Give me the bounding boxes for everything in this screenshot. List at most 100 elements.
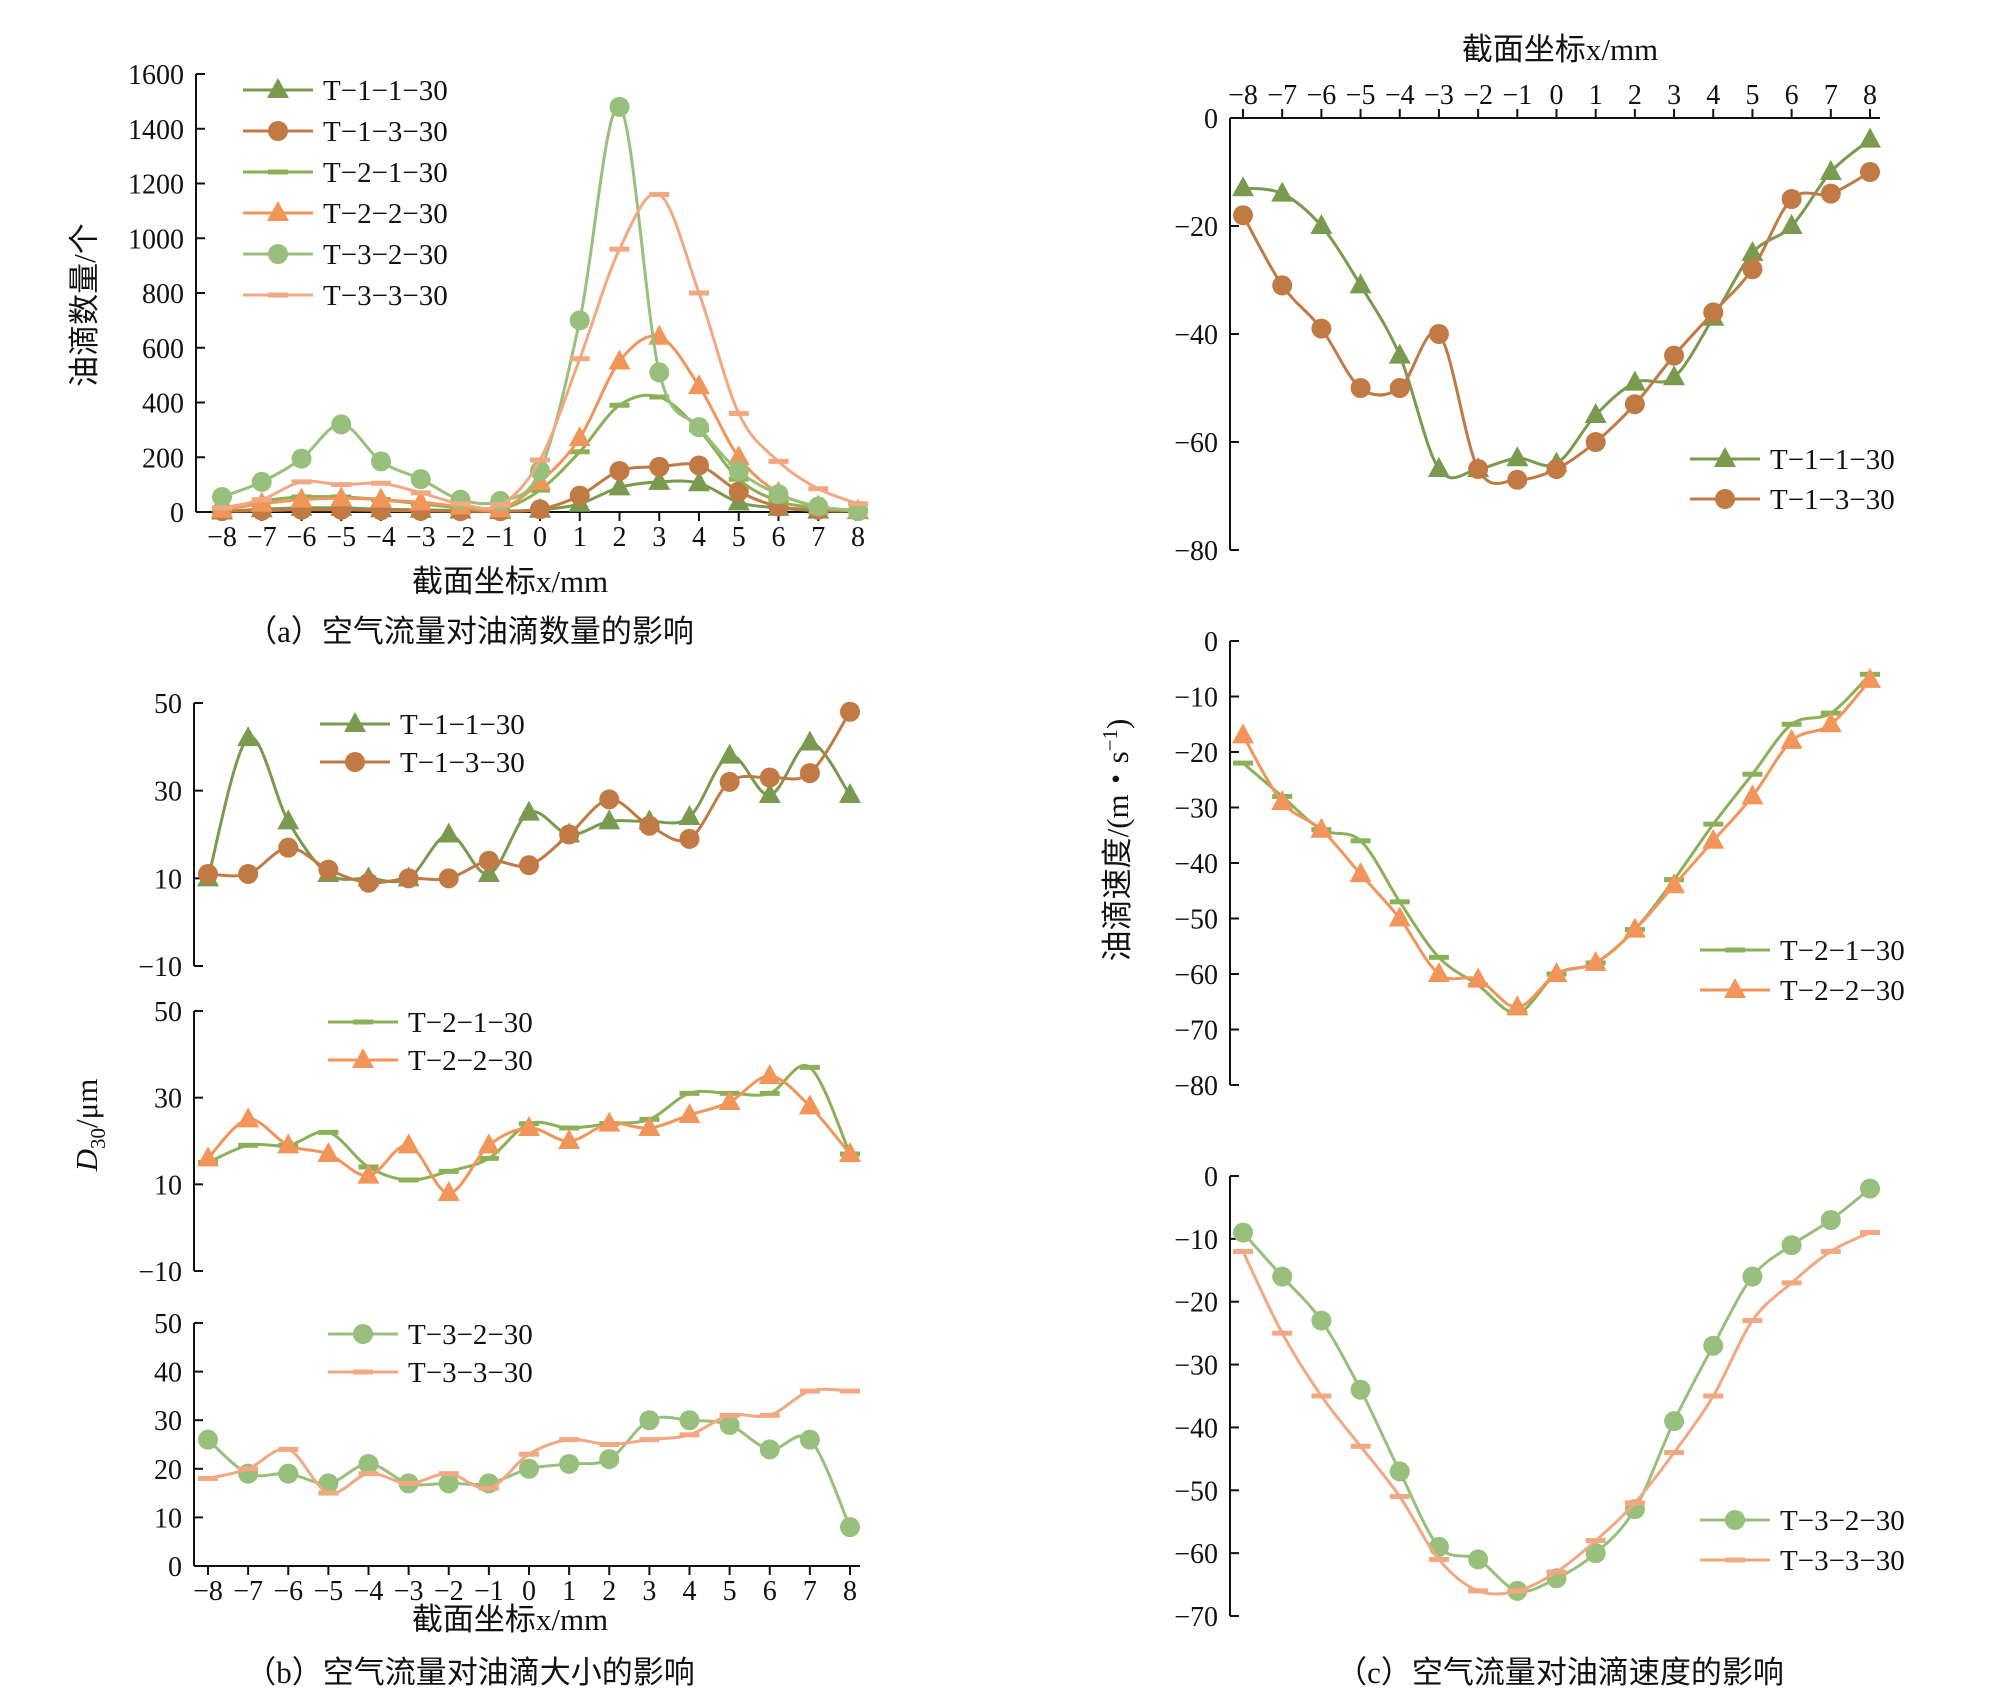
chart-b-panel-1-series-t-1-3-30-point	[599, 789, 620, 810]
chart-c-panel-2-series-t-2-2-30-point	[1232, 723, 1254, 744]
chart-c-panel-3-series-t-3-2-30-point	[1350, 1379, 1371, 1400]
chart-c-panel-2-series-t-2-2-30-point	[1623, 917, 1646, 938]
chart-a-x-tick-label: 0	[533, 522, 547, 553]
chart-c-panel-2-series-t-2-1-30-point	[1781, 721, 1802, 727]
chart-a-series-t-3-3-30-point	[728, 410, 749, 416]
chart-b-panel-3-series-t-3-3-30-point	[639, 1437, 660, 1443]
chart-b-panel-2-legend-item: T−2−1−30	[328, 1007, 533, 1039]
chart-a-legend-item: T−1−3−30	[243, 116, 448, 148]
chart-c-panel-3-series-t-3-3-30-point	[1507, 1588, 1528, 1594]
chart-c-panel-2-legend-item: T−2−1−30	[1700, 935, 1905, 967]
chart-b-panel-2-series-t-2-2-30-point	[758, 1064, 781, 1084]
chart-c-panel-1-series-t-1-1-30-point	[1663, 365, 1686, 386]
chart-a-legend-item: T−1−1−30	[243, 75, 448, 107]
chart-c-panel-2-series-t-2-2-30-point	[1584, 950, 1607, 971]
chart-b-panel-3-series-t-3-3-30-point	[278, 1446, 299, 1452]
chart-c-panel-1-x-tick-label: −6	[1306, 80, 1336, 111]
chart-a-series-t-2-1-30-point	[649, 394, 670, 400]
chart-b-panel-1-series-t-1-3-30-point	[759, 767, 780, 788]
chart-b-panel-2-series-t-2-2-30-point	[397, 1133, 420, 1154]
chart-c-panel-2-y-tick-label: −70	[1174, 1016, 1218, 1047]
chart-c-panel-1-series-t-1-3-30-point	[1781, 189, 1802, 209]
chart-b-panel-3-y-tick-label: 10	[154, 1503, 182, 1534]
chart-b-panel-3-x-tick-label: −1	[474, 1576, 504, 1607]
chart-c-panel-3-legend-item: T−3−3−30	[1700, 1545, 1905, 1577]
chart-a-series-t-3-2-30-point	[649, 362, 670, 383]
chart-a-x-tick-label: −2	[446, 522, 476, 553]
chart-c-panel-1-x-tick-label: 2	[1628, 80, 1642, 111]
chart-c-panel-1-series-t-1-1-30-point	[1623, 370, 1646, 391]
chart-b-panel-2-y-tick-label: −10	[138, 1257, 182, 1288]
chart-c-panel-1-series-t-1-3-30-point	[1546, 459, 1567, 479]
chart-c-ylabel: 油滴速度/(m・s−1)	[1098, 719, 1135, 962]
chart-b-panel-3-series-t-3-2-30-point	[799, 1429, 820, 1450]
chart-c-panel-1-series-t-1-3-30-point	[1585, 432, 1606, 452]
chart-b-panel-1-series-t-1-1-30-point	[437, 822, 460, 843]
chart-b-panel-2-legend-marker	[352, 1048, 374, 1068]
chart-c-panel-2-series-t-2-2-30-point	[1271, 789, 1294, 810]
chart-c-panel-2-series-t-2-2-30-point	[1663, 873, 1686, 894]
chart-b-panel-3-x-tick-label: −6	[273, 1576, 303, 1607]
chart-a-series-t-2-2-30-point	[608, 349, 631, 370]
chart-b-panel-1-series-t-1-3-30-point	[679, 828, 700, 849]
chart-c-panel-1-series-t-1-3-30-point	[1860, 162, 1880, 182]
chart-c-panel-2-series-t-2-2-30-point	[1506, 995, 1529, 1016]
chart-c-panel-3-series-t-3-2-30-point	[1389, 1461, 1410, 1482]
chart-b-panel-3-series-t-3-3-30-point	[238, 1466, 259, 1472]
chart-c-panel-2-y-tick-label: −20	[1174, 738, 1218, 769]
chart-c-caption: （c）空气流量对油滴速度的影响	[1336, 1655, 1784, 1690]
chart-b-panel-3-series-t-3-3-30-point	[398, 1480, 419, 1486]
chart-a-series-t-2-2-30-point	[330, 486, 353, 507]
chart-c-panel-3-series-t-3-2-30-line	[1241, 1187, 1871, 1594]
chart-b-panel-3-series-t-3-2-30-point	[840, 1517, 860, 1538]
chart-b-panel-3-series-t-3-2-30-point	[519, 1458, 539, 1479]
chart-a-series-t-2-2-30-point	[727, 445, 750, 466]
chart-b-panel-1-series-t-1-1-30-point	[718, 743, 741, 764]
chart-c-panel-1-legend-item: T−1−3−30	[1690, 484, 1895, 516]
chart-a-series-t-3-3-30-point	[768, 458, 789, 464]
chart-c-panel-1-x-tick-label: −8	[1228, 80, 1258, 111]
chart-b-panel-2-series-t-2-2-30-point	[718, 1090, 741, 1110]
chart-c-panel-1-x-tick-label: 8	[1863, 80, 1877, 111]
chart-b-panel-1-series-t-1-3-30-point	[519, 855, 539, 876]
chart-a-legend-marker	[268, 169, 288, 175]
chart-b-xlabel: 截面坐标x/mm	[412, 1602, 608, 1637]
chart-a-x-tick-label: −4	[366, 522, 396, 553]
chart-a-series-t-3-2-30-point	[410, 469, 431, 490]
chart-c-panel-3-y-tick-label: −10	[1174, 1225, 1218, 1256]
chart-c-panel-1-legend-label: T−1−1−30	[1770, 444, 1895, 476]
chart-c-panel-2-series-t-2-1-30-point	[1233, 760, 1253, 766]
chart-a-x-tick-label: −3	[406, 522, 436, 553]
chart-b-ylabel-sub: 30	[86, 1128, 110, 1149]
chart-b-panel-1-series-t-1-3-30-point	[840, 701, 860, 722]
chart-c-panel-2-legend-label: T−2−2−30	[1780, 975, 1905, 1007]
chart-b-panel-3-series-t-3-3-30-point	[799, 1388, 820, 1394]
chart-c-panel-2-series-t-2-2-30-point	[1388, 906, 1411, 927]
chart-c-panel-3-series-t-3-3-30-point	[1664, 1450, 1685, 1456]
chart-a-legend-item: T−2−2−30	[243, 198, 448, 230]
chart-a-series-t-1-3-30-point	[649, 456, 670, 477]
chart-b-panel-3-legend-label: T−3−2−30	[408, 1319, 533, 1351]
chart-c-panel-3-series-t-3-3-30-point	[1389, 1494, 1410, 1500]
chart-a-series-t-3-3-30-point	[331, 482, 352, 488]
chart-c-panel-1-series-t-1-3-30-point	[1742, 259, 1763, 280]
chart-c-panel-2-series-t-2-2-30-point	[1349, 862, 1372, 883]
chart-b-panel-3-x-tick-label: −8	[193, 1576, 223, 1607]
chart-b-panel-2-y-tick-label: 50	[154, 997, 182, 1028]
chart-c-panel-1-x-tick-label: 5	[1745, 80, 1759, 111]
chart-b-panel-1-series-t-1-3-30-point	[358, 872, 379, 893]
chart-b-panel-3-x-tick-label: −7	[233, 1576, 263, 1607]
chart-b-panel-3-legend-marker	[353, 1324, 373, 1344]
chart-c-panel-3-series-t-3-2-30-point	[1468, 1549, 1489, 1570]
chart-b-panel-1-series-t-1-3-30-point	[719, 771, 740, 792]
chart-a-x-tick-label: 5	[732, 522, 746, 553]
chart-c-panel-1-series-t-1-1-30	[1232, 127, 1881, 480]
chart-c-panel-1-x-tick-label: −4	[1385, 80, 1415, 111]
chart-b-ylabel-main: D	[69, 1149, 104, 1172]
chart-c-panel-1-legend-label: T−1−3−30	[1770, 484, 1895, 516]
chart-b-panel-2-series-t-2-1-30-point	[238, 1142, 259, 1148]
chart-c-panel-2-y-tick-label: −50	[1174, 905, 1218, 936]
chart-c-panel-2-legend-marker	[1725, 947, 1745, 953]
chart-c-panel-3-series-t-3-3-30-point	[1742, 1318, 1763, 1324]
